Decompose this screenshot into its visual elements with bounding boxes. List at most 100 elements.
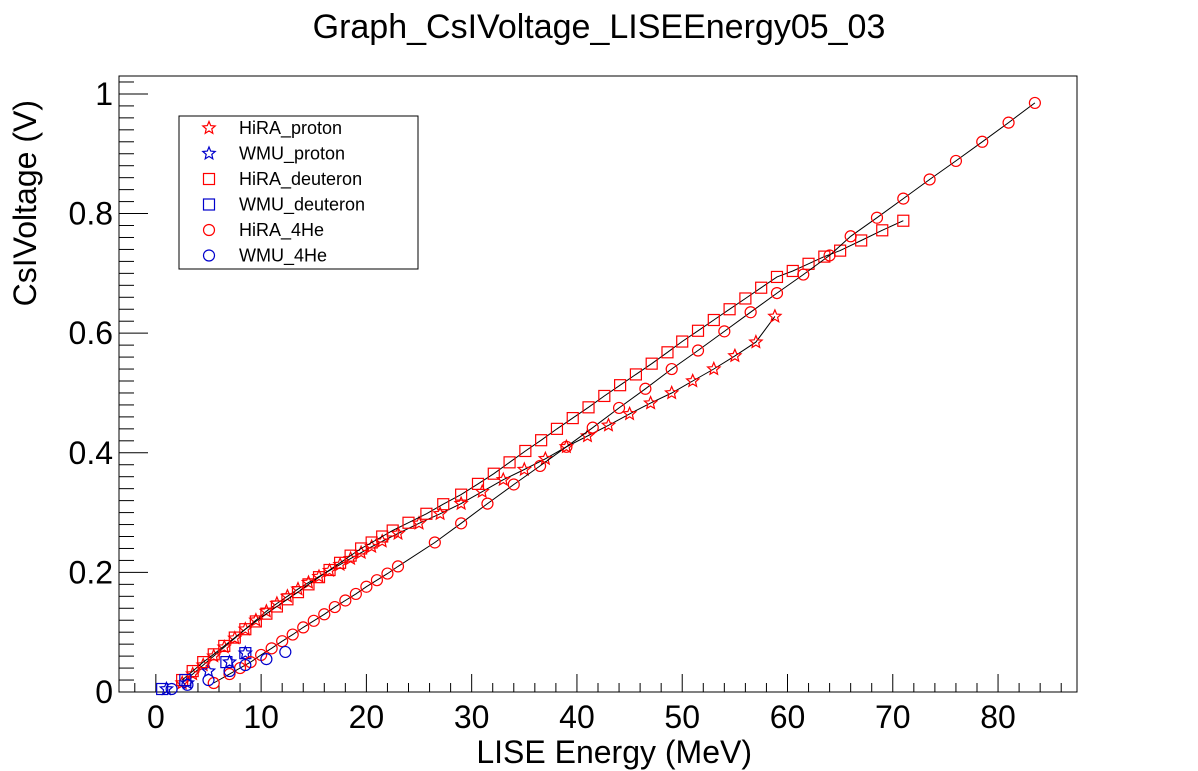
data-point (386, 524, 399, 537)
data-point (823, 249, 836, 262)
data-point (181, 678, 194, 691)
data-point (770, 286, 784, 300)
legend-marker (201, 145, 217, 161)
data-point (661, 346, 674, 359)
data-point (621, 405, 638, 421)
legend-entry-label: WMU_4He (239, 246, 327, 267)
data-point (349, 587, 362, 601)
data-point (855, 234, 868, 247)
data-point (270, 600, 284, 613)
data-point (727, 347, 743, 363)
data-point (897, 214, 910, 227)
data-point (186, 664, 199, 678)
data-point (691, 344, 705, 357)
data-point (420, 507, 433, 520)
x-tick-label: 70 (875, 699, 911, 735)
data-point (437, 498, 450, 511)
data-point (239, 658, 252, 672)
data-point (332, 556, 348, 572)
data-point (550, 422, 564, 435)
data-point (691, 324, 705, 337)
data-point (870, 211, 884, 224)
data-point (481, 497, 494, 510)
data-point (391, 560, 405, 573)
data-point (507, 478, 520, 491)
data-point (328, 600, 341, 614)
data-point (519, 444, 532, 458)
y-tick-label: 0.4 (69, 435, 113, 471)
y-tick-label: 1 (95, 76, 113, 112)
data-point (323, 563, 336, 577)
data-point (197, 655, 210, 669)
data-point (455, 517, 468, 530)
data-point (381, 567, 394, 580)
data-point (237, 645, 254, 660)
data-point (206, 648, 222, 663)
data-point (487, 467, 500, 480)
data-point (239, 623, 252, 636)
data-point (767, 308, 783, 324)
chart-title: Graph_CsIVoltage_LISEEnergy05_03 (313, 8, 886, 46)
data-point (706, 360, 722, 376)
data-point (818, 250, 831, 263)
legend-box (178, 115, 419, 270)
data-point (360, 580, 373, 593)
series-WMU_4He (165, 645, 292, 696)
data-point (265, 642, 278, 655)
data-point (739, 292, 752, 305)
data-point (600, 417, 617, 432)
data-point (723, 303, 736, 316)
x-tick-labels: 0 10 20 30 40 50 60 70 80 (147, 699, 1016, 735)
series-line (181, 316, 776, 684)
data-point (844, 230, 857, 243)
data-point (516, 461, 533, 477)
data-point (566, 411, 579, 425)
data-point (207, 648, 220, 661)
data-point (471, 477, 485, 490)
data-point (228, 631, 241, 644)
data-point (770, 270, 784, 284)
y-tick-label: 0 (95, 674, 113, 710)
data-point (156, 682, 169, 696)
data-point (629, 368, 642, 381)
data-point (227, 630, 243, 645)
data-point (718, 325, 731, 338)
x-tick-label: 0 (147, 699, 165, 735)
data-point (598, 389, 611, 403)
legend-entry-label: HiRA_4He (239, 220, 324, 241)
data-point (582, 401, 595, 414)
data-point (923, 173, 936, 186)
data-point (411, 515, 427, 530)
y-axis-label: CsIVoltage (V) (7, 100, 43, 306)
legend-marker (202, 223, 216, 237)
data-point (748, 334, 764, 349)
data-point (802, 257, 815, 270)
data-point (260, 653, 273, 666)
data-point (249, 615, 262, 628)
data-point (428, 536, 441, 549)
data-point (639, 382, 652, 395)
data-point (642, 395, 659, 410)
data-point (318, 608, 331, 621)
data-point (586, 421, 599, 434)
x-axis-label: LISE Energy (MeV) (476, 734, 752, 770)
data-point (220, 655, 233, 669)
y-tick-label: 0.6 (69, 315, 113, 351)
data-point (976, 135, 989, 148)
data-point (1028, 96, 1041, 110)
data-point (239, 647, 252, 660)
data-point (286, 628, 299, 641)
data-point (664, 384, 680, 400)
x-tick-label: 50 (664, 699, 700, 735)
data-point (402, 516, 415, 529)
data-point (876, 224, 889, 237)
data-point (432, 505, 448, 521)
data-point (260, 607, 273, 620)
series-HiRA_proton (174, 308, 783, 690)
data-point (645, 357, 658, 370)
legend-entry-label: HiRA_proton (239, 118, 342, 139)
data-point (1002, 116, 1015, 129)
data-point (281, 593, 294, 606)
data-point (535, 434, 548, 447)
